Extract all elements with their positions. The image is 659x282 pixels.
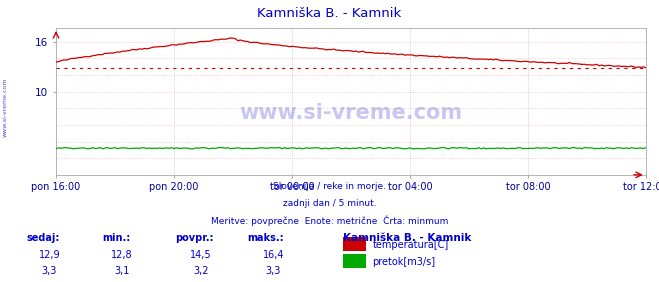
Text: 3,2: 3,2	[193, 266, 209, 276]
Text: Kamniška B. - Kamnik: Kamniška B. - Kamnik	[258, 7, 401, 20]
Text: www.si-vreme.com: www.si-vreme.com	[3, 78, 8, 137]
Text: www.si-vreme.com: www.si-vreme.com	[239, 103, 463, 123]
Text: 3,3: 3,3	[42, 266, 57, 276]
Text: Slovenija / reke in morje.: Slovenija / reke in morje.	[273, 182, 386, 191]
Text: sedaj:: sedaj:	[26, 233, 60, 243]
Text: temperatura[C]: temperatura[C]	[372, 240, 449, 250]
Text: 12,9: 12,9	[39, 250, 60, 259]
Text: povpr.:: povpr.:	[175, 233, 213, 243]
Text: 3,3: 3,3	[266, 266, 281, 276]
Text: 14,5: 14,5	[190, 250, 212, 259]
Text: pretok[m3/s]: pretok[m3/s]	[372, 257, 436, 267]
Text: 12,8: 12,8	[111, 250, 132, 259]
Text: maks.:: maks.:	[247, 233, 284, 243]
Text: Kamniška B. - Kamnik: Kamniška B. - Kamnik	[343, 233, 471, 243]
Text: Meritve: povprečne  Enote: metrične  Črta: minmum: Meritve: povprečne Enote: metrične Črta:…	[211, 216, 448, 226]
Text: 16,4: 16,4	[263, 250, 284, 259]
Text: zadnji dan / 5 minut.: zadnji dan / 5 minut.	[283, 199, 376, 208]
Text: 3,1: 3,1	[114, 266, 130, 276]
Text: min.:: min.:	[102, 233, 130, 243]
